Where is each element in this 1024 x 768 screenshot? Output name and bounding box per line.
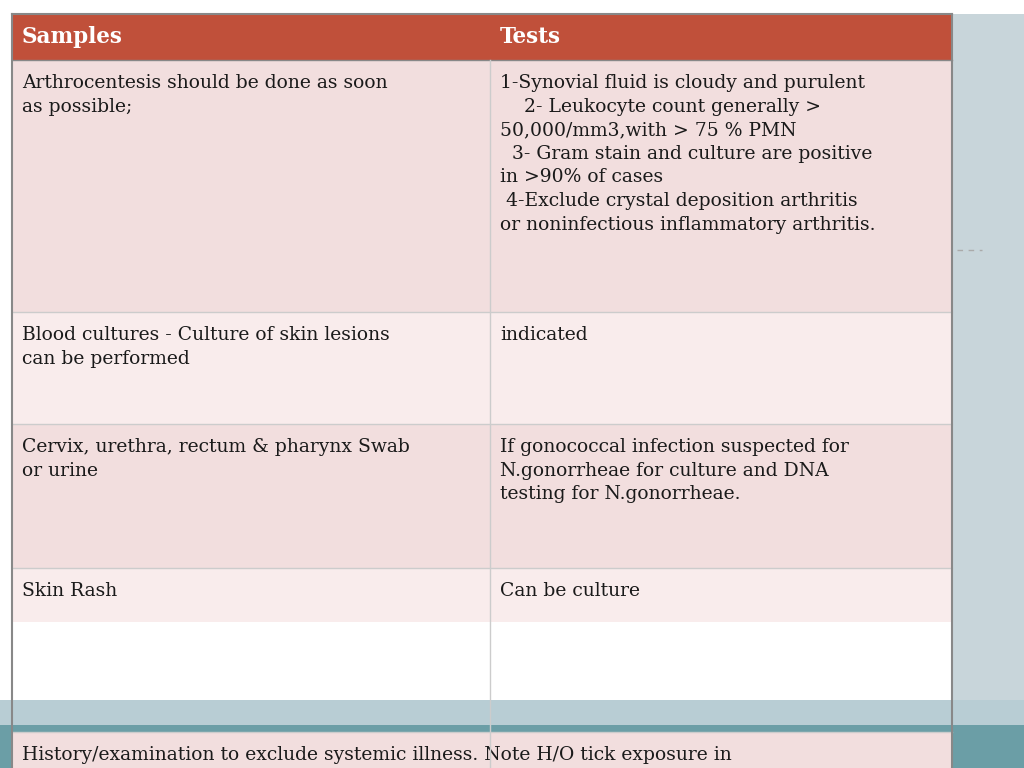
Bar (12, 424, 490, 568)
Bar (12, 14, 952, 60)
Text: Samples: Samples (22, 26, 123, 48)
Bar (952, 14, 1024, 700)
Text: Blood cultures - Culture of skin lesions
can be performed: Blood cultures - Culture of skin lesions… (22, 326, 390, 368)
Text: If gonococcal infection suspected for
N.gonorrheae for culture and DNA
testing f: If gonococcal infection suspected for N.… (500, 438, 849, 503)
Bar (490, 424, 952, 568)
Bar (12, 732, 952, 768)
Bar (12, 312, 490, 424)
Bar (490, 568, 952, 622)
Bar (12, 568, 490, 622)
Bar (12, 60, 490, 312)
Text: Arthrocentesis should be done as soon
as possible;: Arthrocentesis should be done as soon as… (22, 74, 388, 116)
Text: indicated: indicated (500, 326, 588, 344)
Bar (0, 725, 1024, 768)
Bar (490, 312, 952, 424)
Text: History/examination to exclude systemic illness. Note H/O tick exposure in
endem: History/examination to exclude systemic … (22, 746, 732, 768)
Text: Cervix, urethra, rectum & pharynx Swab
or urine: Cervix, urethra, rectum & pharynx Swab o… (22, 438, 410, 479)
Bar (0, 700, 1024, 725)
Text: Tests: Tests (500, 26, 561, 48)
Text: Skin Rash: Skin Rash (22, 582, 118, 600)
Text: 1-Synovial fluid is cloudy and purulent
    2- Leukocyte count generally >
50,00: 1-Synovial fluid is cloudy and purulent … (500, 74, 876, 233)
Text: Can be culture: Can be culture (500, 582, 640, 600)
Bar (490, 60, 952, 312)
